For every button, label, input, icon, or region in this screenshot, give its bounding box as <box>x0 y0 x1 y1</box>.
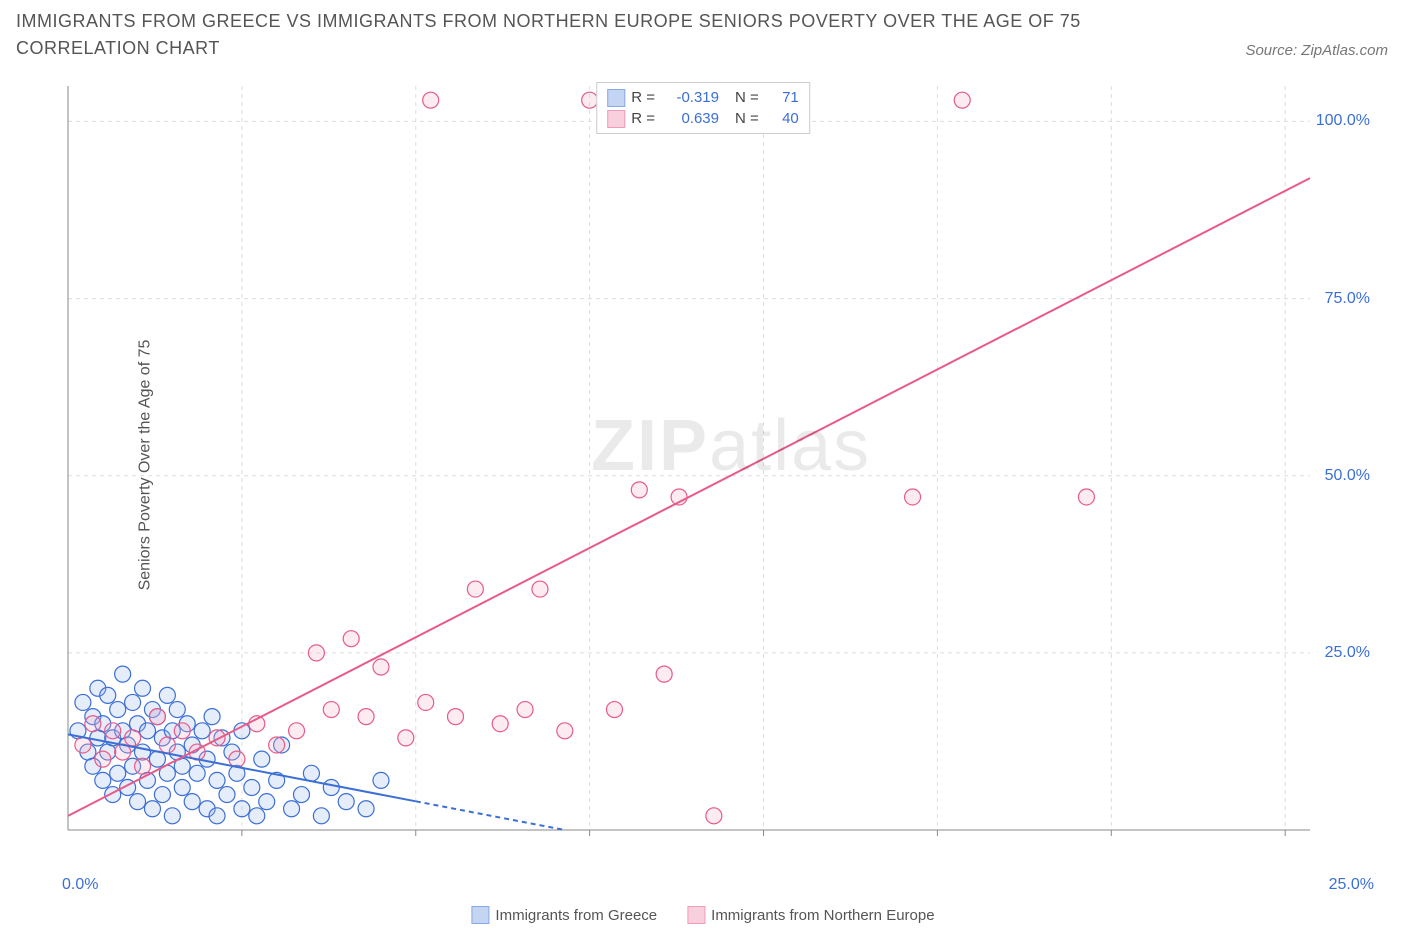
legend-swatch <box>471 906 489 924</box>
y-tick-label: 25.0% <box>1325 644 1370 662</box>
legend-n-label: N = <box>735 87 759 108</box>
legend-n-label: N = <box>735 108 759 129</box>
legend-r-label: R = <box>631 108 655 129</box>
legend-item-neurope: Immigrants from Northern Europe <box>687 906 934 924</box>
legend-series-label: Immigrants from Northern Europe <box>711 907 934 924</box>
scatter-plot-svg <box>60 80 1380 870</box>
source-attribution: Source: ZipAtlas.com <box>1245 42 1388 59</box>
x-tick-label: 0.0% <box>62 876 98 894</box>
legend-row-greece: R = -0.319 N = 71 <box>607 87 799 108</box>
legend-r-label: R = <box>631 87 655 108</box>
legend-n-value: 71 <box>769 87 799 108</box>
legend-row-neurope: R = 0.639 N = 40 <box>607 108 799 129</box>
y-tick-label: 50.0% <box>1325 467 1370 485</box>
legend-n-value: 40 <box>769 108 799 129</box>
legend-item-greece: Immigrants from Greece <box>471 906 657 924</box>
legend-r-value: -0.319 <box>665 87 719 108</box>
legend-swatch <box>607 110 625 128</box>
y-tick-label: 100.0% <box>1316 112 1370 130</box>
legend-series-label: Immigrants from Greece <box>495 907 657 924</box>
legend-swatch <box>607 89 625 107</box>
y-tick-label: 75.0% <box>1325 290 1370 308</box>
legend-r-value: 0.639 <box>665 108 719 129</box>
correlation-legend: R = -0.319 N = 71 R = 0.639 N = 40 <box>596 82 810 134</box>
chart-area: 25.0%50.0%75.0%100.0%0.0%25.0% <box>60 80 1380 870</box>
series-legend: Immigrants from Greece Immigrants from N… <box>471 906 934 924</box>
x-tick-label: 25.0% <box>1329 876 1374 894</box>
chart-title: IMMIGRANTS FROM GREECE VS IMMIGRANTS FRO… <box>16 8 1166 62</box>
legend-swatch <box>687 906 705 924</box>
